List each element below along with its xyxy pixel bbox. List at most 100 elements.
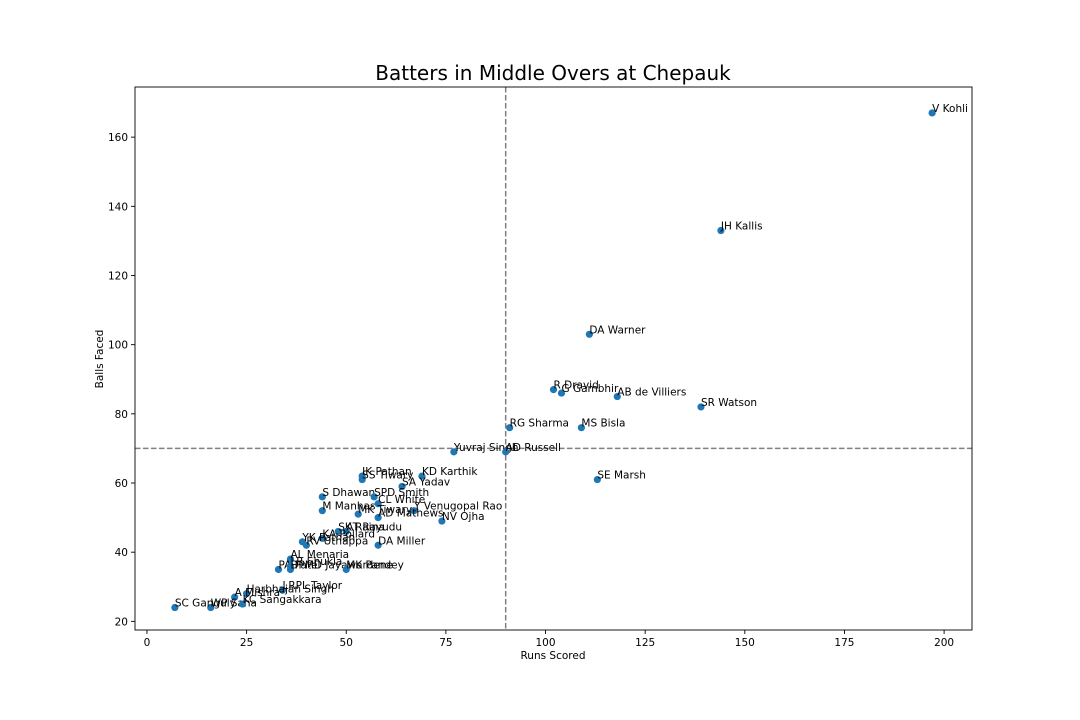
data-point-label: NV Ojha bbox=[442, 511, 485, 523]
data-point bbox=[342, 527, 350, 536]
data-point bbox=[231, 593, 239, 601]
y-tick-label: 120 bbox=[108, 270, 128, 282]
data-point bbox=[286, 565, 295, 574]
x-axis: 0 25 50 75 100 125 150 175 200 bbox=[144, 630, 954, 649]
data-point-label: AT Rayudu bbox=[346, 521, 402, 533]
data-point-label: AB de Villiers bbox=[617, 387, 686, 399]
data-point bbox=[318, 507, 326, 515]
data-point-label: Harbhajan Singh bbox=[247, 584, 334, 596]
x-axis-label: Runs Scored bbox=[520, 650, 585, 662]
data-point bbox=[593, 475, 601, 484]
data-point bbox=[334, 527, 342, 536]
data-point-label: AD Russell bbox=[506, 442, 561, 454]
data-point-label: Yuvraj Singh bbox=[453, 442, 519, 454]
data-point-label: SR Watson bbox=[701, 397, 757, 409]
data-point-label: M Manhas bbox=[322, 501, 375, 513]
data-point-label: Y Venugopal Rao bbox=[413, 501, 502, 513]
data-point bbox=[502, 448, 510, 456]
data-point-label: SC Ganguly bbox=[175, 598, 236, 610]
plot-frame bbox=[134, 86, 973, 631]
x-tick-label: 25 bbox=[240, 637, 253, 649]
y-axis: 20 40 60 80 100 120 140 160 bbox=[108, 132, 135, 628]
y-tick-label: 100 bbox=[108, 340, 128, 352]
data-point-label: S Dhawan bbox=[322, 487, 375, 499]
data-point-label: SK Raina bbox=[338, 521, 384, 533]
data-point-label: SS Tiwary bbox=[362, 470, 413, 482]
data-point-label: JH Kallis bbox=[720, 221, 763, 233]
data-point bbox=[928, 109, 936, 117]
data-point bbox=[207, 603, 215, 612]
data-point bbox=[506, 424, 514, 432]
data-point-label: RG Sharma bbox=[510, 418, 569, 430]
data-point bbox=[438, 517, 446, 525]
data-point-label: V Kohli bbox=[932, 103, 968, 115]
data-point-label: WP Saha bbox=[211, 598, 257, 610]
data-point bbox=[585, 330, 593, 338]
data-point-label: DPMD Jayawardene bbox=[290, 559, 392, 571]
data-point-label: A Mishra bbox=[235, 587, 280, 599]
data-point-label: LR Shukla bbox=[290, 556, 342, 568]
data-point-label: SE Marsh bbox=[597, 470, 646, 482]
data-point bbox=[374, 500, 382, 508]
y-tick-label: 60 bbox=[115, 478, 128, 490]
data-point-label: SA Yadav bbox=[402, 476, 450, 488]
data-point-label: MK Tiwary bbox=[358, 504, 412, 516]
data-point-label: G Gambhir bbox=[561, 383, 619, 395]
y-tick-label: 80 bbox=[115, 409, 128, 421]
x-tick-label: 150 bbox=[735, 637, 755, 649]
y-axis-label: Balls Faced bbox=[94, 330, 106, 389]
data-point-label: R Dravid bbox=[554, 380, 599, 392]
y-tick-label: 160 bbox=[108, 132, 128, 144]
data-point bbox=[318, 493, 326, 501]
x-tick-label: 0 bbox=[144, 637, 151, 649]
data-point bbox=[370, 493, 378, 501]
data-point bbox=[243, 590, 251, 598]
y-tick-label: 40 bbox=[115, 547, 128, 559]
data-point bbox=[286, 555, 295, 563]
data-point-label: KC Sangakkara bbox=[243, 594, 322, 606]
x-tick-label: 75 bbox=[439, 637, 452, 649]
data-point bbox=[450, 448, 458, 456]
data-point bbox=[342, 565, 350, 574]
data-point-label: DA Miller bbox=[378, 535, 426, 547]
data-point bbox=[374, 541, 382, 549]
data-point-label: AD Mathews bbox=[378, 508, 443, 520]
data-point bbox=[171, 603, 179, 612]
x-tick-label: 50 bbox=[340, 637, 353, 649]
data-point bbox=[274, 565, 283, 574]
data-point bbox=[717, 226, 725, 235]
y-tick-label: 20 bbox=[115, 616, 128, 628]
x-tick-label: 100 bbox=[536, 637, 556, 649]
data-point bbox=[697, 403, 705, 411]
x-tick-label: 125 bbox=[635, 637, 655, 649]
data-point-label: IK Pathan bbox=[362, 466, 411, 478]
data-point bbox=[410, 507, 418, 515]
data-point bbox=[418, 472, 426, 480]
data-point-label: MK Pandey bbox=[346, 559, 404, 571]
data-point-label: DA Warner bbox=[589, 324, 646, 336]
data-point bbox=[302, 541, 310, 549]
data-point-label: LRPL Taylor bbox=[282, 580, 342, 592]
data-point-label: KA Pollard bbox=[322, 528, 375, 540]
y-tick-label: 140 bbox=[108, 201, 128, 213]
data-point bbox=[549, 386, 558, 394]
data-point-label: AL Menaria bbox=[290, 549, 349, 561]
data-point bbox=[398, 482, 406, 491]
x-tick-label: 200 bbox=[934, 637, 954, 649]
x-tick-label: 175 bbox=[834, 637, 854, 649]
data-point-label: KD Karthik bbox=[422, 466, 478, 478]
data-point bbox=[358, 475, 366, 484]
data-point-label: MS Bisla bbox=[581, 418, 625, 430]
data-point bbox=[354, 510, 362, 518]
data-point-label: CL White bbox=[378, 494, 425, 506]
data-point bbox=[318, 534, 326, 542]
data-point bbox=[577, 424, 586, 432]
data-point-label: RV Uthappa bbox=[306, 535, 368, 547]
data-point-label: SPD Smith bbox=[374, 487, 429, 499]
data-point bbox=[374, 513, 382, 522]
data-point bbox=[557, 389, 566, 397]
data-point-label: YK Pathan bbox=[301, 532, 355, 544]
data-point bbox=[613, 392, 621, 401]
